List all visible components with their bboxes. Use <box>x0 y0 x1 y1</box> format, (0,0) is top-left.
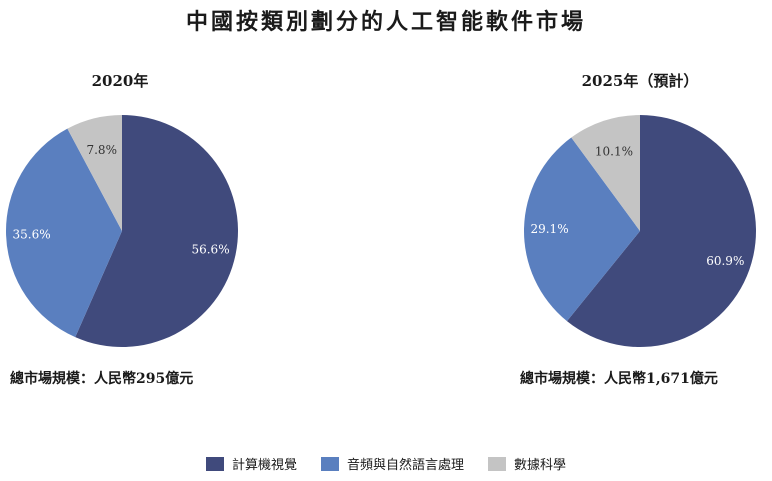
legend-swatch <box>488 456 506 471</box>
pie-chart-2025: 60.9% 29.1% 10.1% <box>524 115 756 347</box>
slice-label-data-science: 7.8% <box>86 143 117 157</box>
legend-item-data-science: 數據科學 <box>488 454 566 473</box>
slice-label-audio-nlp: 35.6% <box>13 227 51 241</box>
pie-slice-data-science <box>67 115 122 231</box>
legend-label: 音頻與自然語言處理 <box>346 458 464 473</box>
pie-slice-computer-vision <box>566 115 756 347</box>
chart-title-2020: 2020年 <box>91 72 149 90</box>
total-market-2020: 總市場規模：人民幣295億元 <box>10 371 194 387</box>
pie-slice-audio-nlp <box>524 137 640 322</box>
slice-label-data-science: 10.1% <box>595 145 633 159</box>
pie-chart-2020: 56.6% 35.6% 7.8% <box>6 115 239 347</box>
legend-item-audio-nlp: 音頻與自然語言處理 <box>320 454 464 473</box>
pie-slice-data-science <box>571 115 640 231</box>
legend-swatch <box>320 456 339 471</box>
pie-slice-audio-nlp <box>6 128 122 338</box>
slice-label-computer-vision: 60.9% <box>706 254 744 268</box>
legend: 計算機視覺 音頻與自然語言處理 數據科學 <box>0 454 772 473</box>
chart-title-2025: 2025年（預計） <box>581 72 699 90</box>
pie-slice-computer-vision <box>75 115 239 347</box>
total-market-2025: 總市場規模：人民幣1,671億元 <box>520 371 718 387</box>
slice-label-audio-nlp: 29.1% <box>530 222 568 236</box>
chart-main-title: 中國按類別劃分的人工智能軟件市場 <box>185 9 586 35</box>
legend-label: 計算機視覺 <box>231 458 297 473</box>
legend-label: 數據科學 <box>514 458 567 473</box>
legend-item-computer-vision: 計算機視覺 <box>205 454 297 473</box>
slice-label-computer-vision: 56.6% <box>191 243 229 257</box>
legend-swatch <box>205 456 224 471</box>
